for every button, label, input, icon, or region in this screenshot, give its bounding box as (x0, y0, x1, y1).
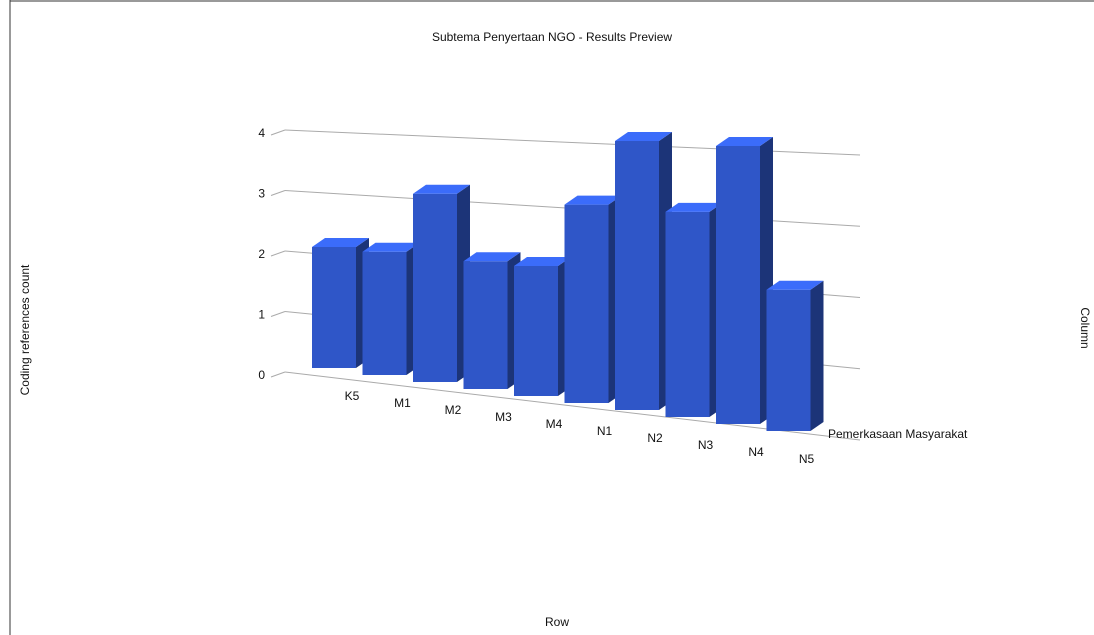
z-axis-label: Column (1078, 307, 1092, 348)
x-tick-label: N4 (748, 445, 764, 459)
bar (362, 251, 407, 375)
y-axis-label: Coding references count (18, 264, 32, 395)
x-tick-label: N5 (799, 452, 815, 466)
y-tick-label: 2 (258, 247, 265, 261)
legend-label: Pemerkasaan Masyarakat (828, 427, 968, 441)
y-tick-label: 0 (258, 368, 265, 382)
bar-side (810, 280, 824, 431)
bar (766, 289, 811, 431)
bar (514, 266, 558, 396)
bar (413, 193, 457, 382)
bar (564, 204, 609, 403)
x-tick-label: N2 (647, 431, 663, 445)
bar (312, 247, 356, 368)
y-tick-label: 3 (258, 187, 265, 201)
bar-top (413, 184, 470, 194)
x-tick-label: M2 (445, 403, 462, 417)
x-tick-label: M1 (394, 396, 411, 410)
bar-top (564, 195, 622, 205)
x-tick-label: M3 (495, 410, 512, 424)
x-tick-label: N1 (597, 424, 613, 438)
y-tick (270, 371, 286, 378)
bar-top (615, 132, 672, 141)
bar-top (362, 242, 420, 252)
x-tick-label: M4 (546, 417, 563, 431)
x-tick-label: N3 (698, 438, 714, 452)
bar-top (312, 238, 369, 247)
bar-top (463, 252, 521, 262)
y-tick-label: 4 (258, 126, 265, 140)
y-tick (270, 250, 286, 257)
grid-line (284, 371, 861, 441)
chart-title: Subtema Penyertaan NGO - Results Preview (432, 30, 672, 44)
y-tick (270, 129, 286, 136)
bar-top (716, 137, 773, 146)
x-axis-label: Row (545, 615, 569, 629)
bar-top (665, 202, 723, 212)
bar-top (514, 257, 571, 266)
bar (665, 211, 710, 417)
bar (716, 146, 760, 424)
x-tick-label: K5 (345, 389, 360, 403)
y-tick (270, 190, 286, 196)
y-tick (270, 311, 286, 317)
bar (615, 141, 659, 410)
bar (463, 261, 508, 389)
y-tick-label: 1 (258, 308, 265, 322)
bar-top (766, 280, 824, 290)
